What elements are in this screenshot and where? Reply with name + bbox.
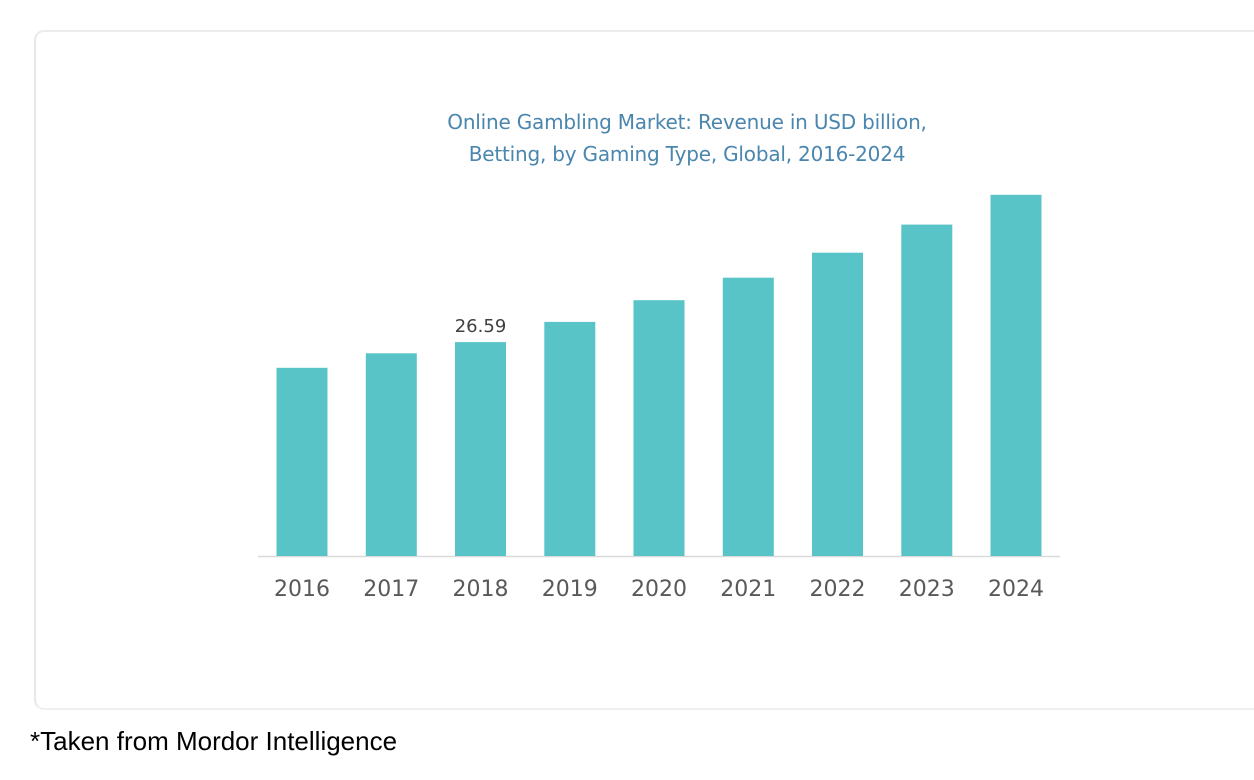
x-tick-label-2016: 2016 [274,577,330,602]
bar-2017 [365,353,417,556]
bar-2016 [276,367,328,556]
x-tick-label-2023: 2023 [899,577,955,602]
bar-2024 [990,194,1042,557]
x-tick-label-2020: 2020 [631,577,687,602]
source-caption: *Taken from Mordor Intelligence [30,726,398,756]
x-tick-label-2019: 2019 [542,577,598,602]
data-label-2018: 26.59 [455,316,507,337]
x-tick-label-2024: 2024 [988,577,1044,602]
bar-2023 [901,224,953,556]
x-tick-label-2018: 2018 [453,577,509,602]
chart-card [34,30,1254,710]
bar-2020 [633,300,685,556]
x-tick-label-2021: 2021 [720,577,776,602]
bar-2021 [722,277,774,556]
x-tick-label-2022: 2022 [810,577,866,602]
bar-2019 [544,321,596,556]
chart-title-line-1: Online Gambling Market: Revenue in USD b… [447,110,927,134]
bar-2022 [812,252,863,556]
x-tick-label-2017: 2017 [363,577,419,602]
chart-title-line-2: Betting, by Gaming Type, Global, 2016-20… [468,142,906,166]
bar-chart: 2016 2017 2018 2019 2020 2021 2022 2023 2024 26.5… [258,194,1060,602]
bar-2018 [455,342,506,556]
